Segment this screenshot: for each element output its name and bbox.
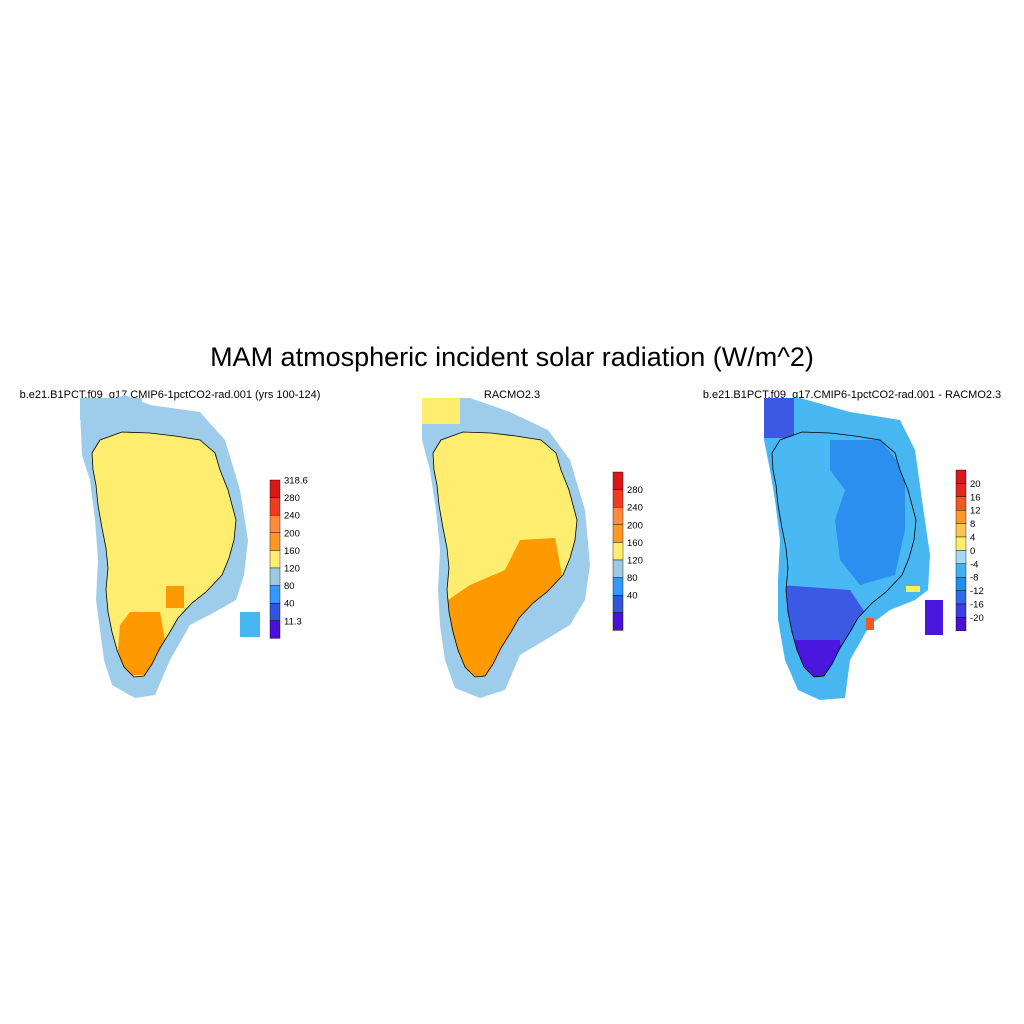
colorbar-box (612, 507, 624, 526)
orange-field (448, 538, 562, 677)
colorbar-box (955, 483, 967, 497)
colorbar-label: 200 (284, 528, 300, 539)
colorbar-label: 20 (970, 479, 981, 490)
colorbar-box (955, 523, 967, 538)
orange-patch (166, 586, 184, 608)
colorbar-label: 80 (284, 581, 295, 592)
colorbar-label: -20 (970, 613, 984, 624)
colorbar-racmo: 280 240 200 160 120 80 40 (612, 471, 643, 631)
north-yellow-cells (422, 398, 460, 424)
colorbar-box (269, 585, 281, 604)
mid-blue-field (830, 440, 905, 585)
colorbar-label: 240 (284, 511, 300, 522)
colorbar-box (269, 567, 281, 586)
positive-cell (906, 586, 920, 592)
colorbar-box (955, 617, 967, 632)
coastline (432, 431, 578, 678)
colorbar-box (612, 471, 624, 490)
colorbar-label: 120 (627, 556, 643, 567)
colorbar-box (955, 496, 967, 511)
colorbar-label: 11.3 (284, 616, 302, 627)
greenland-map-difference (764, 398, 943, 700)
colorbar-label: 40 (284, 599, 295, 610)
figure-title: MAM atmospheric incident solar radiation… (210, 342, 814, 372)
colorbar-box (955, 590, 967, 605)
colorbar-label: -8 (970, 573, 978, 584)
colorbar-label: 40 (627, 591, 638, 602)
colorbar-box (612, 595, 624, 614)
colorbar-box (955, 563, 967, 578)
colorbar-label: -16 (970, 600, 984, 611)
colorbar-box (955, 603, 967, 618)
indigo-field (790, 640, 845, 677)
greenland-map-racmo (422, 398, 590, 698)
panel-diff-title: b.e21.B1PCT.f09_g17.CMIP6-1pctCO2-rad.00… (703, 389, 1001, 401)
colorbar-box (955, 510, 967, 524)
colorbar-box (955, 536, 967, 551)
colorbar-box (269, 550, 281, 569)
coastline (91, 431, 237, 678)
colorbar-box (955, 469, 967, 484)
colorbar-label: 318.6 (284, 476, 308, 487)
colorbar-label: 8 (970, 519, 975, 530)
greenland-map-model (80, 395, 260, 698)
colorbar-label: 160 (284, 546, 300, 557)
colorbar-label: 16 (970, 492, 981, 503)
colorbar-box (612, 559, 624, 578)
colorbar-box (269, 479, 281, 498)
colorbar-box (269, 620, 281, 639)
colorbar-box (269, 532, 281, 551)
iceland-cells (240, 612, 260, 637)
colorbar-box (269, 515, 281, 534)
colorbar-box (612, 612, 624, 631)
colorbar-box (955, 577, 967, 591)
colorbar-label: 240 (627, 503, 643, 514)
colorbar-difference: 20 16 12 8 4 0 -4 -8 -12 -16 -20 (955, 469, 984, 632)
north-margin-cells (80, 398, 142, 420)
positive-cell (866, 618, 874, 630)
colorbar-box (612, 577, 624, 596)
orange-field (118, 612, 165, 675)
ice-sheet-field (772, 432, 916, 677)
colorbar-box (612, 489, 624, 508)
north-blue-cells (764, 398, 794, 438)
colorbar-label: 280 (284, 493, 300, 504)
colorbar-label: -12 (970, 586, 984, 597)
colorbar-label: 0 (970, 546, 975, 557)
colorbar-label: 200 (627, 520, 643, 531)
colorbar-label: 120 (284, 564, 300, 575)
ice-sheet-field (92, 432, 236, 677)
colorbar-box (955, 550, 967, 565)
colorbar-label: -4 (970, 559, 978, 570)
colorbar-label: 280 (627, 485, 643, 496)
panel-obs-title: RACMO2.3 (484, 389, 540, 401)
colorbar-box (269, 497, 281, 516)
colorbar-label: 4 (970, 533, 975, 544)
colorbar-label: 80 (627, 573, 638, 584)
colorbar-box (612, 542, 624, 561)
colorbar-model: 318.6 280 240 200 160 120 80 40 11.3 (269, 476, 308, 639)
panel-model-title: b.e21.B1PCT.f09_g17.CMIP6-1pctCO2-rad.00… (20, 389, 321, 401)
colorbar-box (612, 524, 624, 543)
colorbar-label: 160 (627, 538, 643, 549)
coastline (771, 431, 917, 678)
colorbar-label: 12 (970, 506, 981, 517)
iceland-cells (925, 600, 943, 635)
colorbar-box (269, 603, 281, 622)
